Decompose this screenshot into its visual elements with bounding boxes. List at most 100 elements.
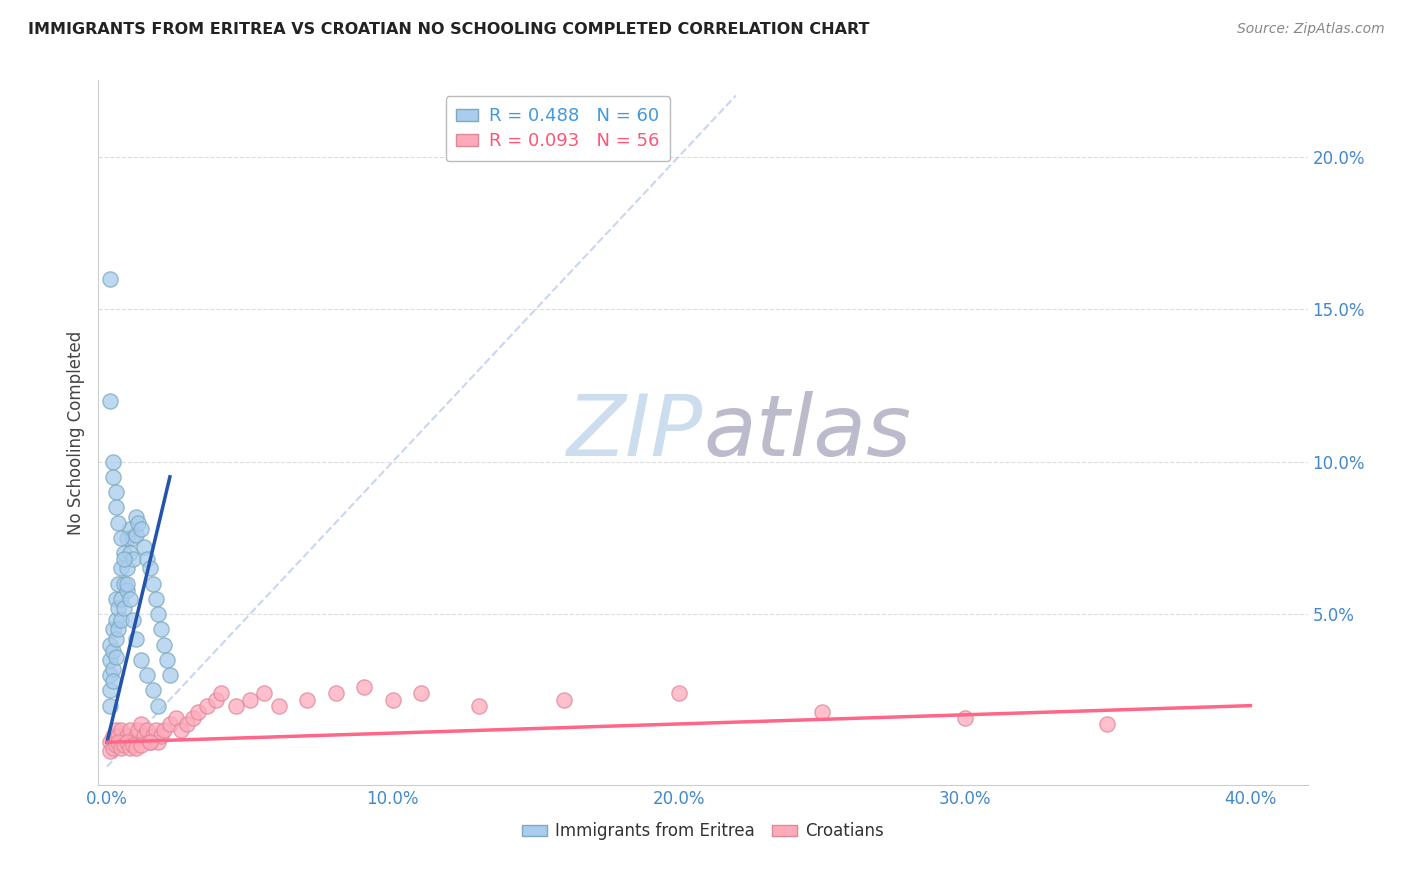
Point <box>118 723 141 737</box>
Point <box>124 509 146 524</box>
Point <box>124 729 146 743</box>
Point <box>195 698 218 713</box>
Point <box>381 692 404 706</box>
Y-axis label: No Schooling Completed: No Schooling Completed <box>66 331 84 534</box>
Point <box>104 485 127 500</box>
Point <box>953 711 976 725</box>
Point <box>107 735 129 749</box>
Point <box>467 698 489 713</box>
Point <box>295 692 318 706</box>
Point <box>159 668 181 682</box>
Point <box>107 729 129 743</box>
Point <box>253 686 276 700</box>
Point <box>176 717 198 731</box>
Point <box>101 644 124 658</box>
Point <box>553 692 575 706</box>
Point <box>101 623 124 637</box>
Point <box>118 591 141 606</box>
Point <box>239 692 262 706</box>
Point <box>112 601 135 615</box>
Text: Source: ZipAtlas.com: Source: ZipAtlas.com <box>1237 22 1385 37</box>
Text: atlas: atlas <box>703 391 911 475</box>
Point <box>110 613 132 627</box>
Point <box>129 522 152 536</box>
Point <box>139 561 162 575</box>
Point <box>104 613 127 627</box>
Point <box>112 552 135 566</box>
Point <box>98 393 121 408</box>
Point <box>325 686 347 700</box>
Point <box>110 561 132 575</box>
Point <box>101 662 124 676</box>
Point <box>148 698 170 713</box>
Point <box>112 576 135 591</box>
Point <box>101 454 124 468</box>
Point <box>118 546 141 560</box>
Point <box>112 739 135 753</box>
Point <box>668 686 690 700</box>
Point <box>353 681 375 695</box>
Point <box>98 698 121 713</box>
Point <box>136 552 159 566</box>
Point <box>98 653 121 667</box>
Point <box>121 613 143 627</box>
Point <box>121 739 143 753</box>
Point <box>204 692 226 706</box>
Point <box>225 698 247 713</box>
Point <box>127 723 149 737</box>
Point <box>142 729 165 743</box>
Point <box>121 735 143 749</box>
Point <box>145 723 167 737</box>
Point <box>112 735 135 749</box>
Point <box>153 638 176 652</box>
Point <box>411 686 433 700</box>
Point <box>107 601 129 615</box>
Point <box>129 739 152 753</box>
Point <box>142 576 165 591</box>
Point <box>115 576 138 591</box>
Point <box>267 698 290 713</box>
Point <box>104 632 127 646</box>
Point <box>129 717 152 731</box>
Point <box>104 723 127 737</box>
Point <box>142 683 165 698</box>
Point <box>209 686 232 700</box>
Point <box>118 522 141 536</box>
Point <box>159 717 181 731</box>
Point <box>98 735 121 749</box>
Point <box>115 735 138 749</box>
Point <box>107 623 129 637</box>
Point <box>101 470 124 484</box>
Point <box>115 561 138 575</box>
Point <box>101 741 124 756</box>
Point <box>139 735 162 749</box>
Point <box>104 739 127 753</box>
Point <box>145 591 167 606</box>
Point <box>148 607 170 621</box>
Point <box>115 582 138 597</box>
Point <box>124 741 146 756</box>
Point <box>98 668 121 682</box>
Point <box>110 741 132 756</box>
Point <box>165 711 187 725</box>
Point <box>107 576 129 591</box>
Point <box>150 623 173 637</box>
Point <box>153 723 176 737</box>
Point <box>98 271 121 285</box>
Point <box>181 711 204 725</box>
Point <box>134 540 156 554</box>
Point <box>98 683 121 698</box>
Point <box>124 528 146 542</box>
Point <box>101 674 124 689</box>
Point <box>139 735 162 749</box>
Point <box>118 741 141 756</box>
Text: IMMIGRANTS FROM ERITREA VS CROATIAN NO SCHOOLING COMPLETED CORRELATION CHART: IMMIGRANTS FROM ERITREA VS CROATIAN NO S… <box>28 22 870 37</box>
Point <box>115 531 138 545</box>
Text: ZIP: ZIP <box>567 391 703 475</box>
Point <box>104 591 127 606</box>
Point <box>136 723 159 737</box>
Point <box>121 531 143 545</box>
Point <box>110 723 132 737</box>
Point <box>134 729 156 743</box>
Point <box>115 729 138 743</box>
